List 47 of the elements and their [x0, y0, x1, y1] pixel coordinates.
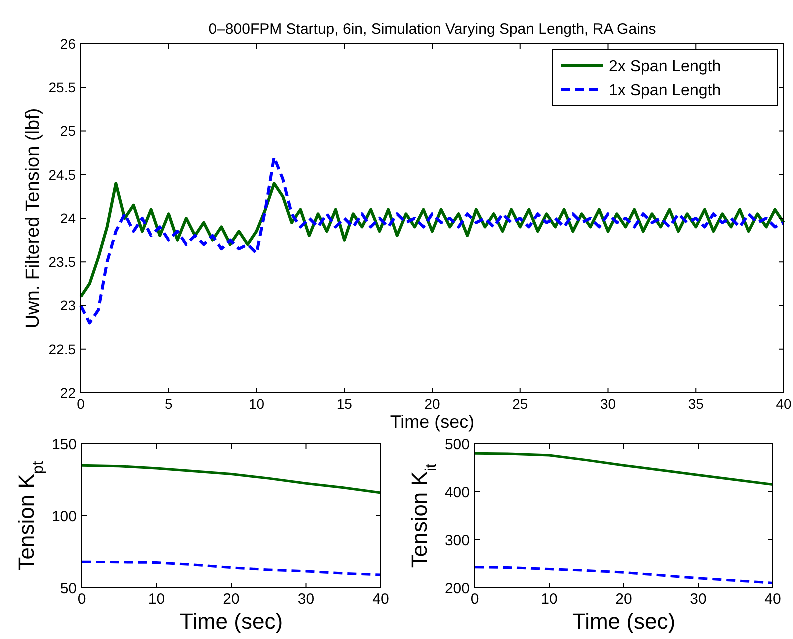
x-tick-label: 0 [470, 591, 480, 608]
y-tick-label: 26 [60, 36, 76, 52]
y-tick-label: 22 [60, 384, 76, 401]
y-tick-label: 150 [52, 436, 77, 454]
line-series [474, 452, 774, 486]
y-tick-label: 400 [444, 484, 470, 502]
line-series [80, 560, 382, 576]
x-tick-label: 20 [223, 591, 240, 608]
x-axis-title: Time (sec) [180, 609, 284, 634]
x-tick-label: 35 [688, 396, 704, 412]
line-series [80, 156, 786, 325]
legend-label: 1x Span Length [609, 82, 722, 100]
x-tick-label: 20 [424, 396, 440, 412]
y-tick-label: 25.5 [48, 80, 76, 96]
x-axis-title: Time (sec) [390, 412, 475, 432]
y-axis-title: Uwn. Filtered Tension (lbf) [23, 108, 44, 329]
x-tick-label: 15 [336, 396, 353, 412]
x-tick-label: 40 [764, 591, 782, 608]
x-tick-label: 10 [541, 591, 558, 608]
x-tick-label: 30 [600, 396, 616, 412]
y-tick-label: 100 [52, 508, 77, 526]
y-tick-label: 23 [60, 298, 76, 314]
y-tick-label: 24 [60, 210, 76, 226]
x-tick-label: 10 [148, 591, 166, 608]
x-tick-label: 40 [776, 396, 792, 412]
x-tick-label: 5 [164, 396, 173, 412]
y-tick-label: 50 [60, 580, 77, 598]
x-tick-label: 25 [512, 396, 528, 412]
x-tick-label: 0 [78, 591, 86, 608]
y-tick-label: 23.5 [48, 254, 76, 270]
x-tick-label: 30 [298, 591, 315, 608]
x-tick-label: 30 [690, 591, 707, 608]
legend-label: 2x Span Length [609, 58, 722, 76]
line-series [80, 464, 382, 494]
y-tick-label: 25 [60, 123, 76, 140]
y-tick-label: 300 [444, 532, 470, 550]
x-tick-label: 10 [248, 396, 265, 412]
y-tick-label: 24.5 [48, 166, 76, 183]
chart-title: 0–800FPM Startup, 6in, Simulation Varying Span Length, RA Gains [208, 21, 656, 38]
x-axis-title: Time (sec) [572, 609, 676, 634]
line-series [474, 566, 774, 584]
y-tick-label: 200 [444, 580, 470, 598]
x-tick-label: 20 [616, 591, 632, 608]
x-tick-label: 40 [372, 591, 390, 608]
y-tick-label: 500 [444, 436, 470, 454]
y-tick-label: 22.5 [48, 341, 76, 358]
x-tick-label: 0 [77, 396, 86, 412]
